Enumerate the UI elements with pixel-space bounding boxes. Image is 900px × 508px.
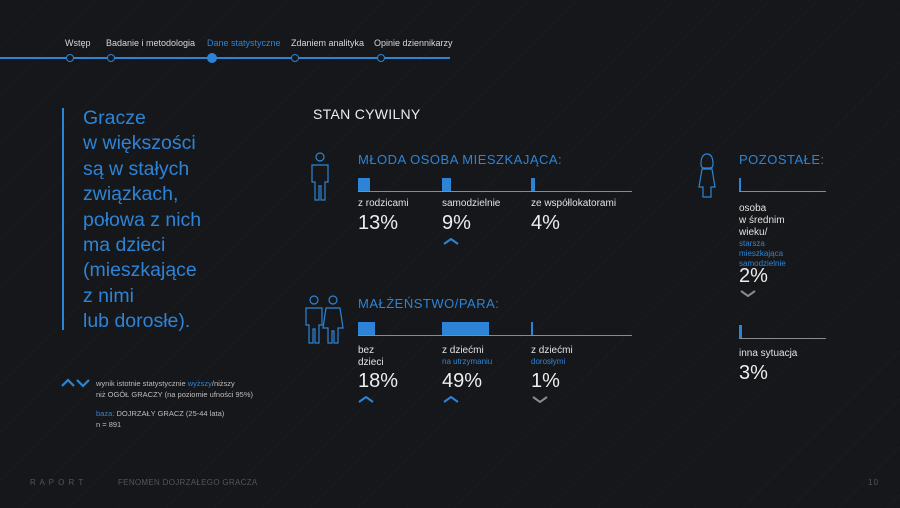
other-label-starsza-s2: mieszkająca <box>739 249 784 258</box>
quote-line: lub dorosłe). <box>83 310 191 333</box>
married-label-dorosli-main: z dziećmi <box>531 345 573 356</box>
nav-item-badanie[interactable]: Badanie i metodologia <box>106 38 196 48</box>
legend-base: baza: DOJRZAŁY GRACZ (25-44 lata) <box>96 408 253 419</box>
legend-prefix: wynik istotnie statystycznie <box>96 379 188 388</box>
couple-icon <box>305 295 344 344</box>
married-bar-doroslymi <box>531 322 533 335</box>
higher-chevron-icon <box>443 396 459 403</box>
other-baseline-1 <box>739 191 826 192</box>
nav-dot-dane[interactable] <box>207 53 217 63</box>
quote-text: Gracze w większości są w stałych związka… <box>83 106 201 335</box>
higher-chevron-icon <box>443 238 459 245</box>
nav-item-dane[interactable]: Dane statystyczne <box>207 38 281 48</box>
legend-n: n = 891 <box>96 420 122 429</box>
nav-item-opinie[interactable]: Opinie dziennikarzy <box>374 38 453 48</box>
quote-line: połowa z nich <box>83 208 202 231</box>
young-bar-wspollokatorzy <box>531 178 535 191</box>
footer-raport: R A P O R T <box>30 478 85 487</box>
legend-lower: /niższy <box>211 379 235 388</box>
nav-dot-badanie[interactable] <box>107 54 115 62</box>
legend-base-label: baza: <box>96 409 115 418</box>
married-bar-bez-dzieci <box>358 322 375 335</box>
lower-chevron-icon <box>532 396 548 403</box>
married-label-bez: bez dzieci <box>358 345 384 369</box>
nav-dot-zdaniem[interactable] <box>291 54 299 62</box>
other-label-starsza-l3: wieku/ <box>739 227 768 238</box>
nav-line <box>0 57 450 59</box>
young-bar-samodzielnie <box>442 178 451 191</box>
nav-item-wstep[interactable]: Wstęp <box>65 38 91 48</box>
married-label-dorosli: z dziećmi dorosłymi <box>531 345 573 367</box>
legend-line1: wynik istotnie statystycznie wyższy/niżs… <box>96 378 253 389</box>
other-bar-starsza <box>739 178 741 191</box>
married-label-bez-line2: dzieci <box>358 357 384 368</box>
other-baseline-2 <box>739 338 826 339</box>
legend-higher: wyższy <box>187 379 212 388</box>
quote-line: z nimi <box>83 284 134 307</box>
married-label-bez-line1: bez <box>358 345 375 356</box>
other-label-starsza-s3: samodzielnie <box>739 259 786 268</box>
other-value-starsza: 2% <box>739 265 768 287</box>
young-bar-rodzice <box>358 178 370 191</box>
other-label-starsza-l1: osoba <box>739 203 767 214</box>
married-label-utrzymanie-sub: na utrzymaniu <box>442 357 493 366</box>
married-label-utrzymanie-main: z dziećmi <box>442 345 484 356</box>
young-value-rodzice: 13% <box>358 212 399 234</box>
young-label-samodzielnie: samodzielnie <box>442 198 501 209</box>
quote-line: są w stałych <box>83 157 190 180</box>
married-label-utrzymanie: z dziećmi na utrzymaniu <box>442 345 492 367</box>
legend-line2: niż OGÓŁ GRACZY (na poziomie ufności 95%… <box>96 390 254 399</box>
legend-base-text: DOJRZAŁY GRACZ (25-44 lata) <box>114 409 225 418</box>
footer-title: FENOMEN DOJRZAŁEGO GRACZA <box>118 478 258 487</box>
young-value-wspollokatorzy: 4% <box>531 212 560 234</box>
person-icon <box>311 152 329 201</box>
nav-dot-wstep[interactable] <box>66 54 74 62</box>
quote-rule <box>62 108 64 330</box>
nav-dot-opinie[interactable] <box>377 54 385 62</box>
page-number: 10 <box>868 478 879 487</box>
other-heading: POZOSTAŁE: <box>739 152 825 167</box>
legend: wynik istotnie statystycznie wyższy/niżs… <box>96 378 253 430</box>
married-value-dorosli: 1% <box>531 370 560 392</box>
young-label-rodzice: z rodzicami <box>358 198 409 209</box>
other-label-starsza: osoba w średnim wieku/ starsza mieszkają… <box>739 203 786 269</box>
married-bar-na-utrzymaniu <box>442 322 489 335</box>
quote-line: w większości <box>83 132 196 155</box>
other-bar-inna <box>739 325 742 338</box>
married-label-dorosli-sub: dorosłymi <box>531 357 566 366</box>
young-label-wspollokatorzy: ze współlokatorami <box>531 198 617 209</box>
higher-chevron-icon <box>358 396 374 403</box>
other-label-starsza-s1: starsza <box>739 239 765 248</box>
nav-item-zdaniem[interactable]: Zdaniem analityka <box>291 38 365 48</box>
young-value-samodzielnie: 9% <box>442 212 471 234</box>
quote-line: ma dzieci <box>83 234 166 257</box>
other-value-inna: 3% <box>739 362 768 384</box>
section-title: STAN CYWILNY <box>313 106 421 122</box>
quote-line: (mieszkające <box>83 259 197 282</box>
quote-line: związkach, <box>83 183 179 206</box>
married-heading: MAŁŻEŃSTWO/PARA: <box>358 296 500 311</box>
young-baseline <box>358 191 632 192</box>
young-heading: MŁODA OSOBA MIESZKAJĄCA: <box>358 152 563 167</box>
significance-chevrons-icon <box>61 378 90 388</box>
married-baseline <box>358 335 632 336</box>
progress-nav: Wstęp Badanie i metodologia Dane statyst… <box>0 30 460 70</box>
woman-icon <box>698 153 716 198</box>
other-label-starsza-l2: w średnim <box>739 215 785 226</box>
other-label-inna: inna sytuacja <box>739 348 798 359</box>
lower-chevron-icon <box>740 290 756 297</box>
married-value-utrzymanie: 49% <box>442 370 483 392</box>
married-value-bez: 18% <box>358 370 399 392</box>
quote-line: Gracze <box>83 107 146 129</box>
